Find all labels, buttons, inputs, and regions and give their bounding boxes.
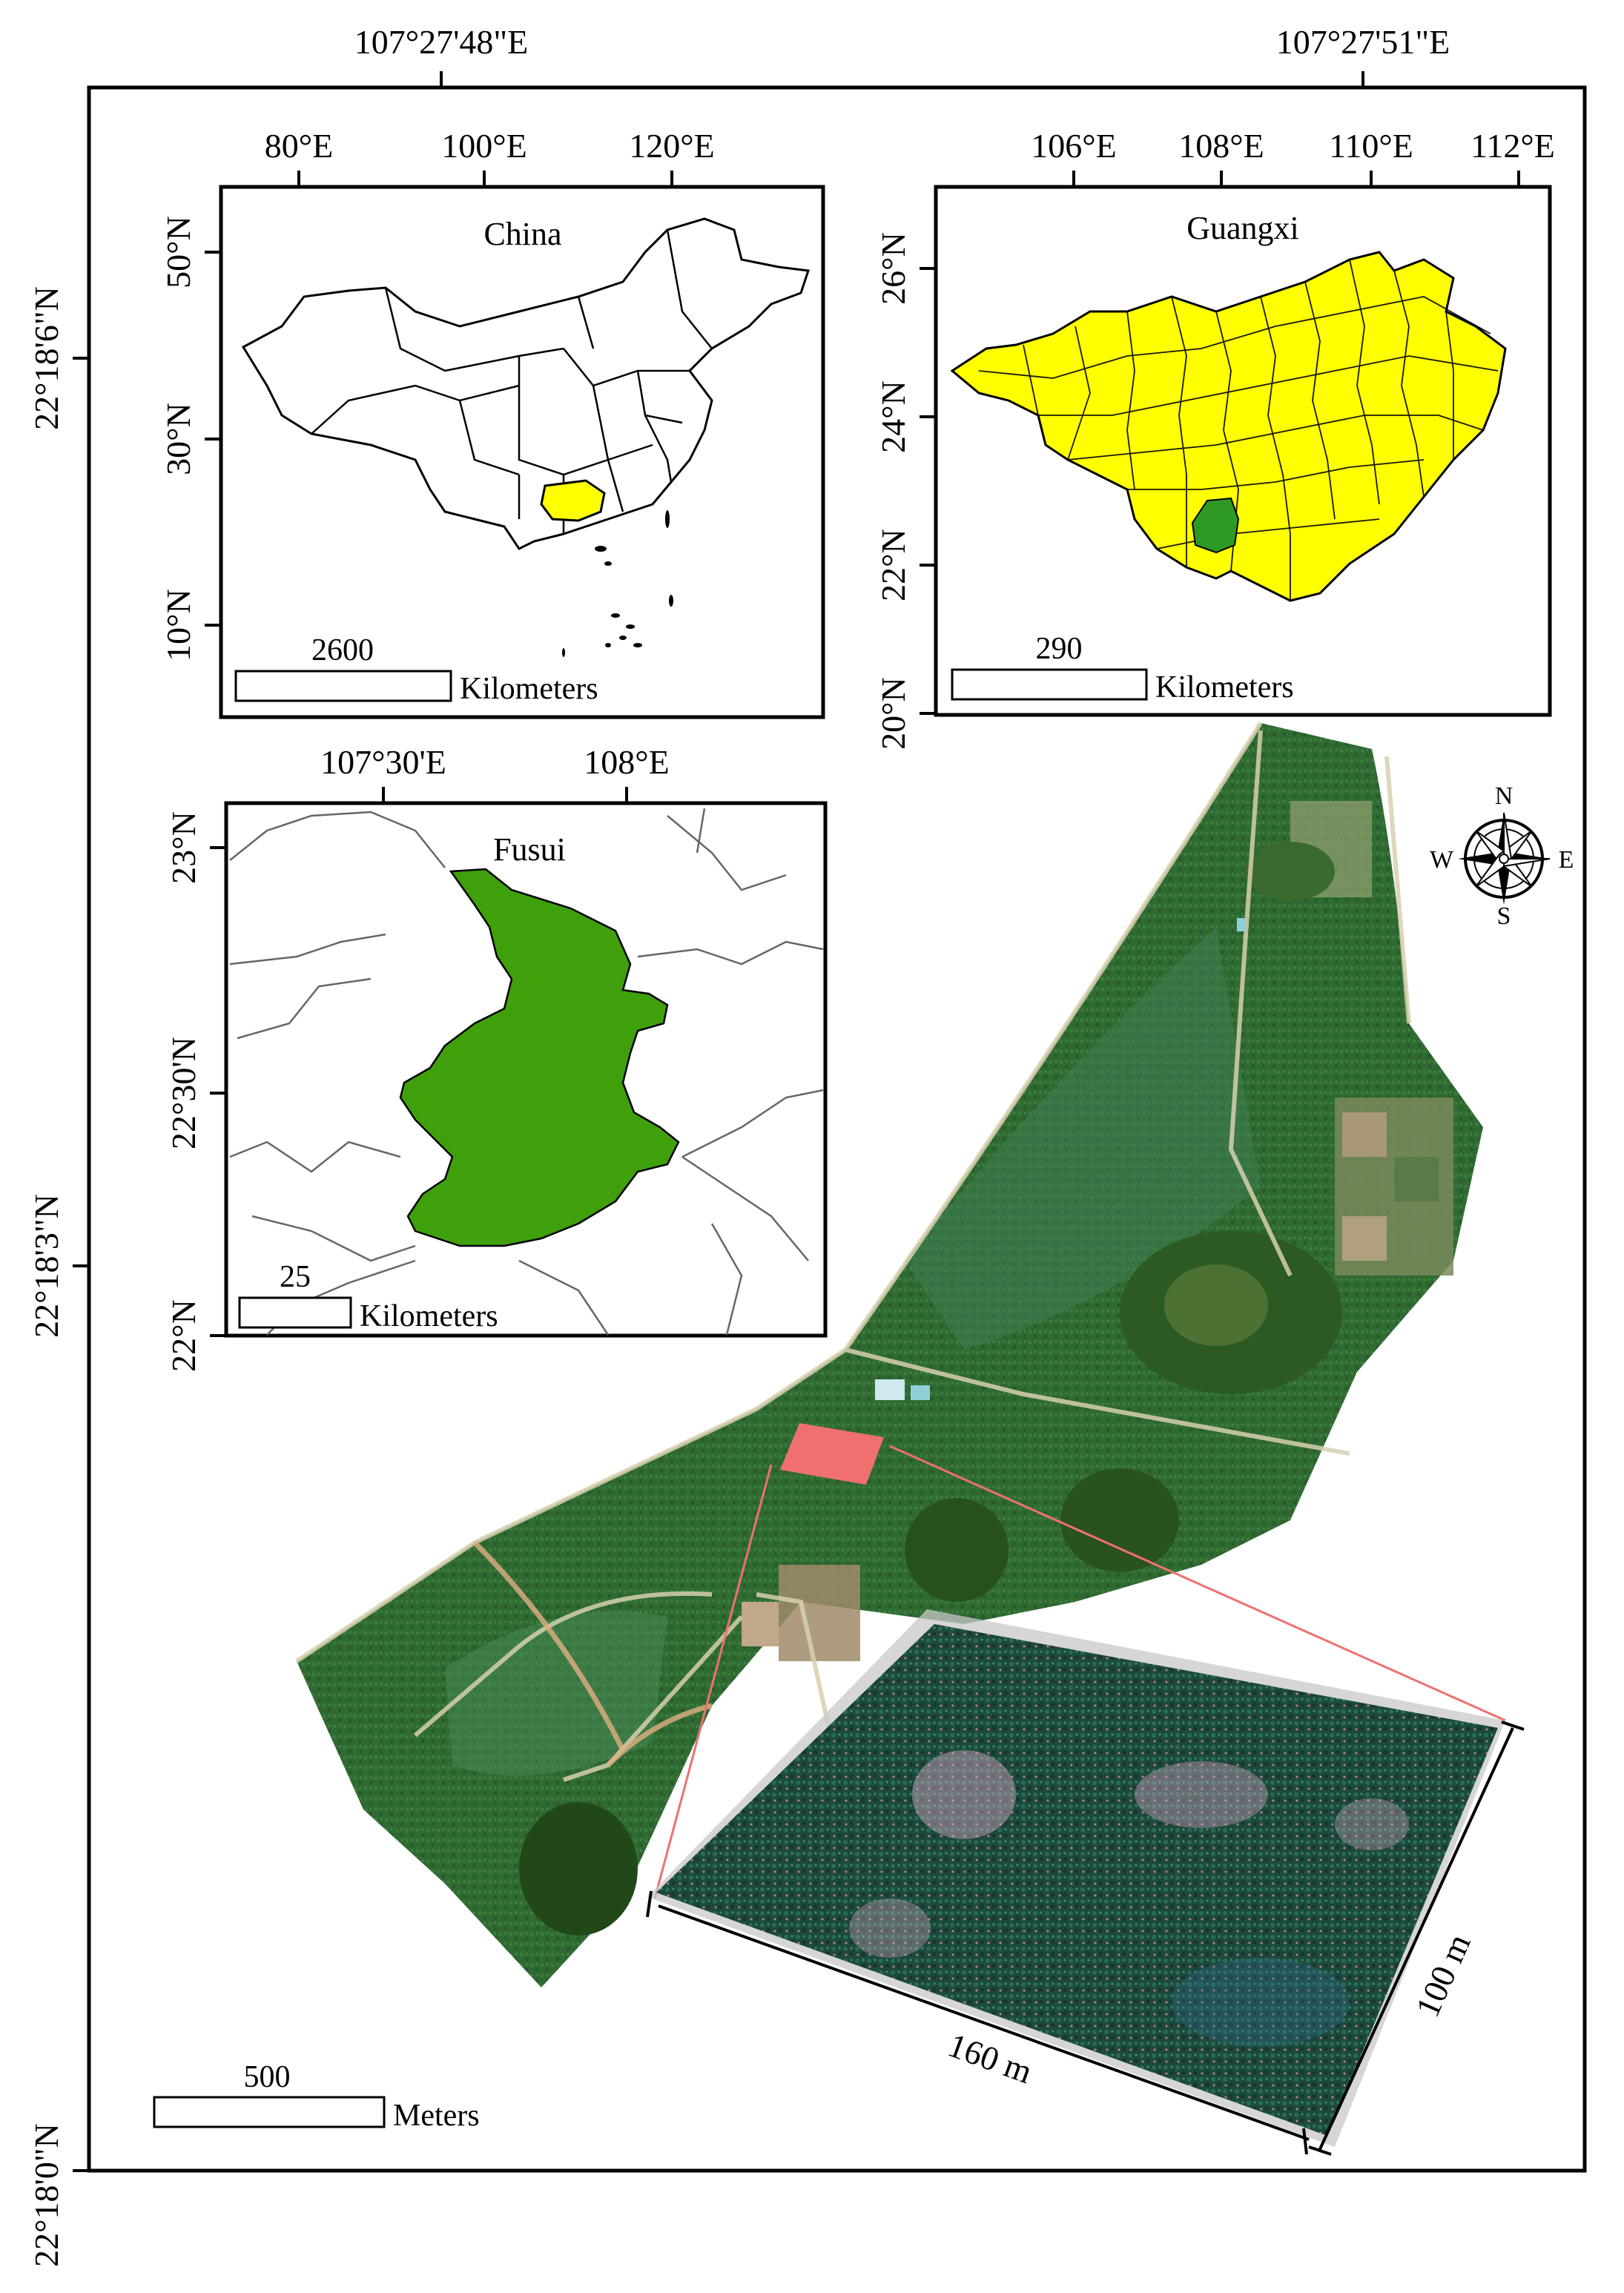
guangxi-scale-bar: [951, 668, 1148, 701]
fusui-left-label: 22°30'N: [165, 1037, 202, 1149]
fusui-left-label: 23°N: [165, 811, 202, 884]
main-scale-bar: [153, 2096, 386, 2128]
main-top-label: 107°27'48"E: [354, 23, 529, 61]
fusui-scale-value: 25: [280, 1260, 311, 1294]
inset-china: 80°E 100°E 120°E 50°N 30°N 10°N China: [159, 127, 825, 719]
main-scale-unit: Meters: [393, 2099, 480, 2133]
karst-hill: [1060, 1468, 1179, 1572]
fusui-title: Fusui: [493, 831, 566, 868]
china-left-label: 10°N: [159, 589, 197, 661]
pond: [911, 1385, 930, 1400]
inset-fusui: 107°30'E 108°E 23°N 22°30'N 22°N Fusui 2…: [165, 743, 828, 1372]
fusui-highlight: [1191, 497, 1240, 554]
china-top-label: 100°E: [441, 127, 527, 165]
pond: [1237, 918, 1246, 931]
main-left-label: 22°18'6"N: [27, 286, 65, 430]
china-left-label: 50°N: [159, 216, 197, 288]
south-label: S: [1497, 903, 1511, 930]
field-patch: [445, 1611, 667, 1776]
fusui-top-label: 107°30'E: [320, 743, 446, 781]
guangxi-left-label: 20°N: [874, 677, 912, 750]
inset-guangxi: 106°E 108°E 110°E 112°E 26°N 24°N 22°N 2…: [874, 127, 1555, 750]
china-top-label: 120°E: [629, 127, 715, 165]
dimension-lines: [646, 1720, 1525, 2156]
guangxi-top-label: 112°E: [1470, 127, 1555, 165]
fusui-top-label: 108°E: [584, 743, 670, 781]
guangxi-highlight: [540, 479, 606, 522]
guangxi-top-label: 106°E: [1031, 127, 1117, 165]
guangxi-shape: [950, 251, 1507, 602]
karst-hill: [1246, 842, 1335, 901]
north-label: N: [1495, 782, 1514, 810]
guangxi-scale-unit: Kilometers: [1155, 670, 1294, 705]
china-scale-bar: [234, 670, 452, 702]
guangxi-left-label: 24°N: [874, 380, 912, 453]
fusui-shape: [399, 868, 680, 1247]
uav-canopy-image: [656, 1624, 1498, 2136]
guangxi-top-label: 110°E: [1329, 127, 1413, 165]
china-title: China: [483, 216, 561, 252]
building: [875, 1379, 905, 1400]
china-top-label: 80°E: [265, 127, 334, 165]
main-left-label: 22°18'0"N: [27, 2123, 65, 2267]
karst-hill: [519, 1802, 638, 1936]
roads: [295, 722, 1411, 1782]
guangxi-left-label: 22°N: [874, 529, 912, 601]
east-label: E: [1559, 846, 1574, 874]
guangxi-top-label: 108°E: [1178, 127, 1264, 165]
guangxi-title: Guangxi: [1186, 210, 1299, 246]
connector-line: [889, 1445, 1506, 1722]
study-plot-marker: [780, 1423, 884, 1485]
guangxi-left-label: 26°N: [874, 232, 912, 305]
west-label: W: [1430, 846, 1454, 874]
connector-line: [653, 1464, 773, 1899]
main-scale-value: 500: [244, 2060, 291, 2094]
china-scale-value: 2600: [311, 633, 374, 667]
china-scale-unit: Kilometers: [460, 672, 598, 706]
north-arrow: [1458, 812, 1551, 905]
main-top-label: 107°27'51"E: [1276, 23, 1450, 61]
aerial-imagery: [295, 722, 1483, 1987]
fusui-scale-bar: [238, 1296, 352, 1329]
karst-hill: [905, 1498, 1009, 1602]
main-left-label: 22°18'3"N: [27, 1194, 65, 1338]
china-left-label: 30°N: [159, 403, 197, 475]
fusui-scale-unit: Kilometers: [360, 1299, 498, 1333]
fusui-left-label: 22°N: [165, 1299, 202, 1372]
guangxi-scale-value: 290: [1036, 632, 1083, 666]
detail-inset: [647, 1609, 1505, 2147]
